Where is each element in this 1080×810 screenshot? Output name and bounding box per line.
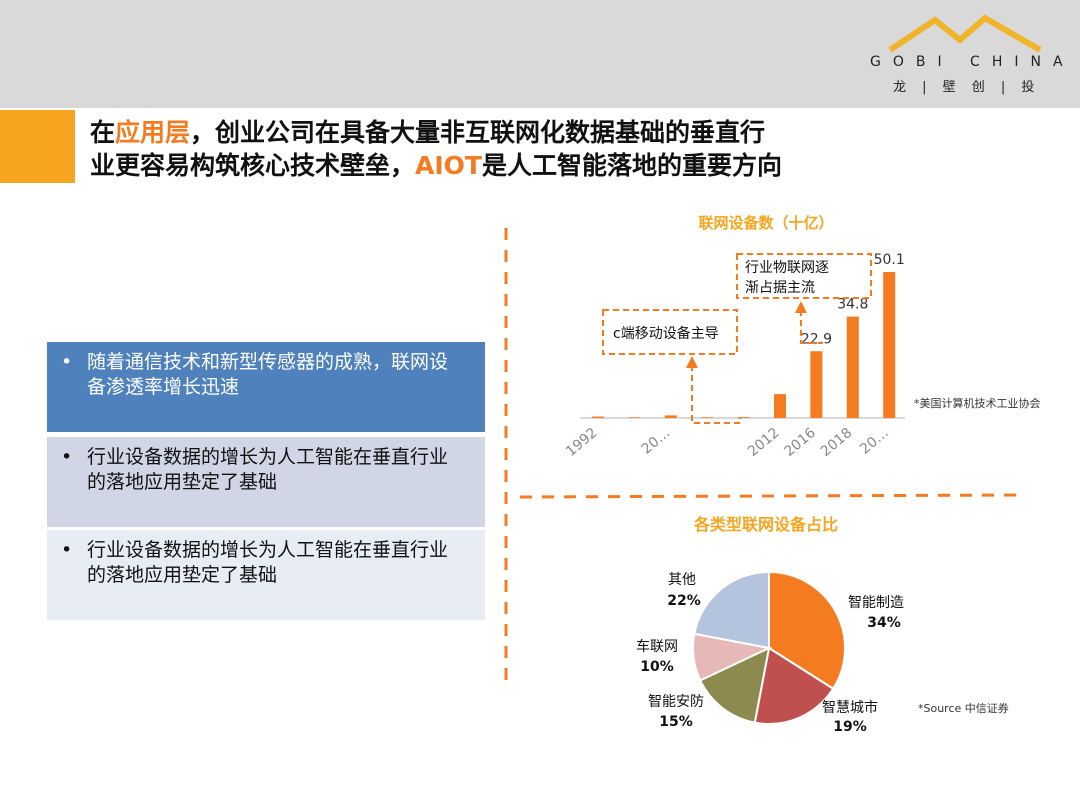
annotation-box [602,309,738,355]
slice-label: 智能安防 [648,694,704,710]
annotation-line: 渐占据主流 [745,280,815,296]
x-tick-label: 20… [857,425,892,458]
bullet-box: 行业设备数据的增长为人工智能在垂直行业的落地应用垫定了基础 [47,437,485,527]
title-highlight: AIOT [415,151,482,180]
title-text: ，创业公司在具备大量非互联网化数据基础的垂直行 [190,118,766,147]
annotation: 行业物联网逐渐占据主流 [745,260,829,296]
bar [701,417,714,418]
annotation-line: 行业物联网逐 [745,260,829,276]
title-text: 是人工智能落地的重要方向 [481,151,782,180]
x-tick-label: 20… [639,425,674,458]
annotation-arrow [691,365,741,424]
x-tick-label: 2016 [781,425,819,460]
slice-value: 22% [667,593,701,609]
pie-slice [693,570,770,650]
annotation-box [736,253,872,299]
slide-title: 在应用层，创业公司在具备大量非互联网化数据基础的垂直行 业更容易构筑核心技术壁垒… [90,116,782,182]
bullet-box: 随着通信技术和新型传感器的成熟，联网设备渗透率增长迅速 [47,342,485,432]
slice-label: 智慧城市 [822,699,878,716]
bar [774,394,786,418]
chart-note: *美国计算机技术工业协会 [914,396,1041,410]
arrowhead [686,356,698,368]
slice-label: 车联网 [636,638,678,655]
slice-label: 其他 [668,572,696,588]
pie-slice [753,646,835,725]
annotation-arrow [800,310,823,344]
bar [883,272,896,418]
slice-value: 34% [867,615,901,631]
logo-mark [888,14,1042,53]
annotation: c端移动设备主导 [613,325,719,342]
bar [664,415,677,418]
chart-title: 联网设备数（十亿） [698,214,833,232]
slice-label: 智能制造 [848,595,904,611]
title-highlight: 应用层 [115,118,191,147]
pie-slice [698,646,771,724]
chart-title: 各类型联网设备占比 [693,515,838,534]
slice-value: 10% [640,659,674,675]
bar [592,416,604,418]
x-tick-label: 2012 [745,425,783,460]
chart-note: *Source 中信证券 [918,701,1009,715]
slice-value: 15% [659,714,693,730]
bar [846,316,859,418]
bar [737,417,750,418]
logo-text: GOBI CHINA [870,54,1075,70]
x-tick-label: 1992 [563,425,601,460]
title-accent [0,110,75,183]
value-label: 22.9 [801,331,832,347]
header-band [0,0,1080,108]
bullet-box: 行业设备数据的增长为人工智能在垂直行业的落地应用垫定了基础 [47,530,485,620]
value-label: 34.8 [837,297,868,313]
logo-sub: 龙 | 壁 创 | 投 [893,80,1041,95]
bar [628,417,641,418]
value-label: 50.1 [874,252,905,268]
bar [810,351,823,418]
title-text: 业更容易构筑核心技术壁垒， [90,151,416,180]
arrowhead [795,301,807,313]
slice-value: 19% [833,719,867,735]
x-tick-label: 2018 [818,425,856,460]
title-text: 在 [90,118,116,147]
